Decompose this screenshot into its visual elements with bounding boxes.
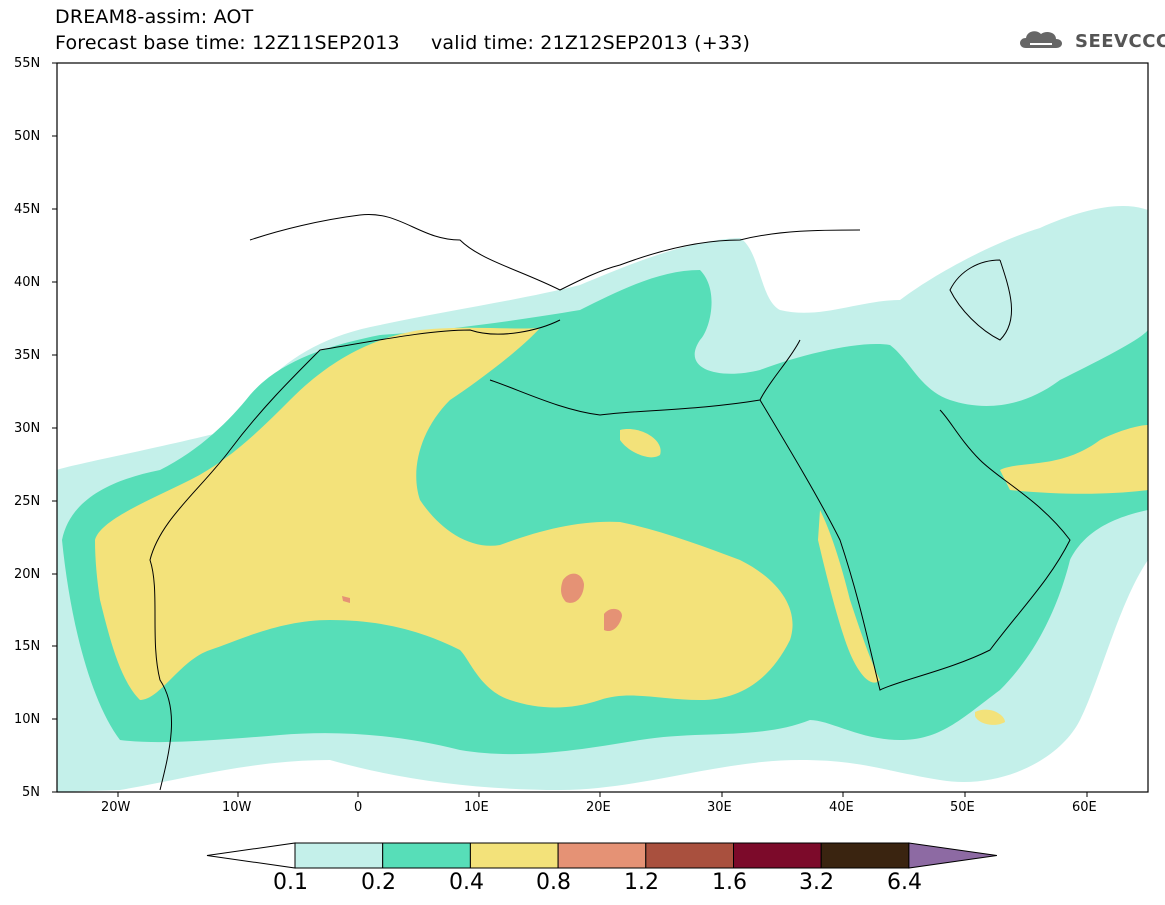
aot-region-0.8 xyxy=(561,573,584,603)
lat-label: 25N xyxy=(14,494,41,509)
lon-label: 20E xyxy=(586,800,611,815)
aot-region-0.4 xyxy=(1000,425,1148,494)
lon-label: 40E xyxy=(829,800,854,815)
colorbar-label: 0.4 xyxy=(449,870,484,895)
lon-label: 30E xyxy=(707,800,732,815)
lon-label: 10E xyxy=(464,800,489,815)
coastline xyxy=(949,259,1013,341)
lon-label: 50E xyxy=(950,800,975,815)
logo-text: SEEVCCC xyxy=(1075,31,1165,52)
colorbar-label: 0.8 xyxy=(536,870,571,895)
coastline xyxy=(759,399,1071,691)
lat-label: 20N xyxy=(14,567,41,582)
lat-label: 55N xyxy=(14,56,41,71)
lat-label: 50N xyxy=(14,129,41,144)
aot-region-0.4 xyxy=(975,709,1005,725)
aot-region-0.4 xyxy=(818,510,880,683)
lat-label: 45N xyxy=(14,202,41,217)
colorbar-swatch xyxy=(382,842,471,869)
lon-label: 20W xyxy=(101,800,131,815)
coastline xyxy=(149,319,561,791)
colorbar-swatch xyxy=(294,842,384,869)
colorbar-label: 0.2 xyxy=(361,870,396,895)
colorbar-swatch xyxy=(469,842,559,869)
colorbar-swatch xyxy=(557,842,647,869)
lat-label: 5N xyxy=(22,785,40,800)
lat-label: 15N xyxy=(14,639,41,654)
lat-ticks xyxy=(52,62,57,793)
colorbar-label: 0.1 xyxy=(273,870,308,895)
colorbar-label: 3.2 xyxy=(799,870,834,895)
aot-region-0.8 xyxy=(342,596,350,603)
aot-region-0.4 xyxy=(620,429,661,458)
colorbar-label: 1.2 xyxy=(624,870,659,895)
colorbar-swatch xyxy=(645,842,734,869)
colorbar-label: 1.6 xyxy=(712,870,747,895)
colorbar-swatch xyxy=(820,842,910,869)
map-subtitle: Forecast base time: 12Z11SEP2013 valid t… xyxy=(55,32,751,54)
lat-label: 30N xyxy=(14,421,41,436)
colorbar-label: 6.4 xyxy=(887,870,922,895)
lat-label: 40N xyxy=(14,275,41,290)
lon-label: 0 xyxy=(354,800,363,815)
map-title: DREAM8-assim: AOT xyxy=(55,6,254,28)
cloud-logo-icon xyxy=(1020,31,1062,48)
colorbar-swatch xyxy=(733,842,822,869)
lon-label: 10W xyxy=(222,800,252,815)
lon-ticks xyxy=(117,792,1088,797)
lat-label: 35N xyxy=(14,348,41,363)
coastline xyxy=(489,339,801,416)
colorbar-arrow-high xyxy=(908,842,997,869)
lon-label: 60E xyxy=(1072,800,1097,815)
lat-label: 10N xyxy=(14,712,41,727)
coastline xyxy=(249,213,861,291)
colorbar-arrow-low xyxy=(206,842,296,869)
aot-region-0.8 xyxy=(604,608,622,632)
